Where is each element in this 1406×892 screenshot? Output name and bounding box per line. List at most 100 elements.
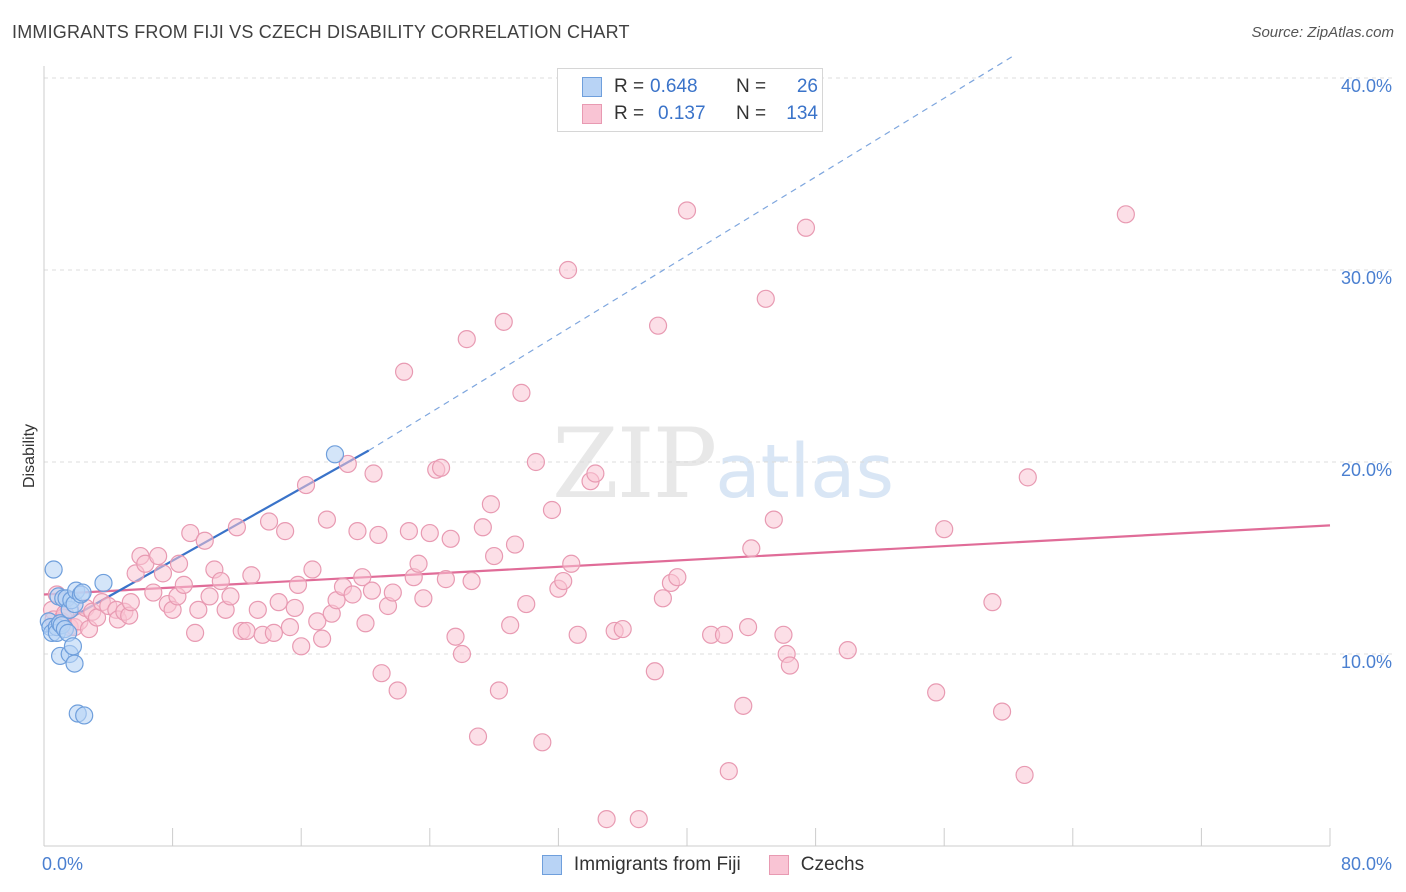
point-fiji xyxy=(73,583,92,602)
point-czechs xyxy=(356,614,375,633)
point-czechs xyxy=(1015,765,1034,785)
point-czechs xyxy=(446,627,465,646)
point-czechs xyxy=(462,571,481,591)
point-czechs xyxy=(526,452,545,472)
point-czechs xyxy=(554,571,573,591)
point-czechs xyxy=(517,594,536,614)
point-czechs xyxy=(372,664,391,683)
point-czechs xyxy=(764,510,783,529)
point-czechs xyxy=(629,810,648,829)
point-czechs xyxy=(756,289,775,308)
point-czechs xyxy=(409,554,428,573)
point-czechs xyxy=(562,554,581,573)
point-czechs xyxy=(738,618,758,637)
point-czechs xyxy=(568,625,587,644)
point-czechs xyxy=(983,593,1002,612)
point-czechs xyxy=(280,618,300,637)
point-czechs xyxy=(734,696,753,715)
point-czechs xyxy=(189,600,208,619)
legend-n-label: N = xyxy=(736,76,767,97)
legend-r-value: 0.137 xyxy=(658,103,706,124)
series-swatch-czechs xyxy=(768,855,789,875)
legend-row-czechs: R = 0.137 N = 134 xyxy=(582,102,818,126)
data-points xyxy=(39,201,1135,829)
series-swatch-fiji xyxy=(541,855,562,875)
point-czechs xyxy=(369,525,388,545)
series-label-czechs: Czechs xyxy=(800,854,865,875)
x-tick-label: 80.0% xyxy=(1341,854,1392,874)
point-czechs xyxy=(292,637,311,656)
point-czechs xyxy=(174,575,193,594)
point-czechs xyxy=(169,554,189,573)
trend-line-czechs xyxy=(43,524,1331,596)
tick-labels: 10.0% 20.0% 30.0% 40.0% 0.0% 80.0% xyxy=(42,76,1392,874)
point-czechs xyxy=(489,681,509,700)
point-czechs xyxy=(362,581,382,600)
y-tick-label: 40.0% xyxy=(1341,76,1392,96)
point-czechs xyxy=(533,733,552,752)
axes xyxy=(43,66,1331,847)
legend-r-label: R = xyxy=(614,76,645,97)
point-czechs xyxy=(221,587,240,606)
point-czechs xyxy=(248,600,267,619)
point-czechs xyxy=(186,623,205,642)
watermark-zip: ZIP xyxy=(552,408,717,520)
point-czechs xyxy=(353,568,372,587)
watermark: ZIPatlas xyxy=(552,408,894,520)
point-czechs xyxy=(668,568,687,587)
point-fiji xyxy=(75,706,94,725)
point-czechs xyxy=(468,727,488,746)
series-legend-fiji[interactable]: Immigrants from Fiji xyxy=(541,854,741,876)
point-fiji xyxy=(44,560,63,579)
legend-swatch-czechs xyxy=(582,104,602,124)
point-czechs xyxy=(308,612,327,631)
legend-r-value: 0.648 xyxy=(650,76,698,97)
point-czechs xyxy=(452,644,472,664)
point-czechs xyxy=(457,330,476,349)
point-czechs xyxy=(927,683,946,702)
point-czechs xyxy=(645,662,664,681)
point-czechs xyxy=(935,520,954,539)
point-czechs xyxy=(473,518,492,537)
point-czechs xyxy=(613,619,632,639)
point-czechs xyxy=(149,546,168,566)
point-fiji xyxy=(63,637,83,656)
point-czechs xyxy=(586,464,605,483)
point-czechs xyxy=(494,312,513,331)
point-czechs xyxy=(992,702,1012,721)
point-czechs xyxy=(838,641,857,660)
point-czechs xyxy=(1116,205,1135,224)
chart-title: IMMIGRANTS FROM FIJI VS CZECH DISABILITY… xyxy=(12,22,630,42)
point-czechs xyxy=(414,589,433,608)
point-czechs xyxy=(719,762,738,781)
point-czechs xyxy=(436,570,455,589)
series-legend-czechs[interactable]: Czechs xyxy=(768,854,865,876)
point-czechs xyxy=(312,629,332,648)
trend-lines xyxy=(43,56,1331,634)
point-czechs xyxy=(441,529,460,548)
grid-lines xyxy=(44,77,1392,655)
point-fiji xyxy=(94,573,113,593)
point-czechs xyxy=(558,260,578,280)
y-tick-label: 30.0% xyxy=(1341,268,1392,288)
point-czechs xyxy=(242,566,261,585)
point-fiji xyxy=(325,445,345,464)
point-czechs xyxy=(388,681,407,700)
point-czechs xyxy=(237,621,256,641)
point-czechs xyxy=(296,475,316,495)
point-czechs xyxy=(348,522,367,541)
point-czechs xyxy=(653,589,672,608)
y-tick-label: 10.0% xyxy=(1341,652,1392,672)
point-fiji xyxy=(65,654,84,673)
source-label: Source: ZipAtlas.com xyxy=(1251,24,1394,41)
correlation-legend: R = 0.648 N = 26 R = 0.137 N = 134 xyxy=(557,68,823,132)
point-czechs xyxy=(227,518,246,537)
point-czechs xyxy=(512,383,531,402)
legend-swatch-fiji xyxy=(582,77,602,97)
point-czechs xyxy=(121,593,140,612)
legend-n-label: N = xyxy=(736,103,767,124)
point-czechs xyxy=(501,616,520,635)
point-czechs xyxy=(399,522,419,541)
point-czechs xyxy=(481,495,500,514)
